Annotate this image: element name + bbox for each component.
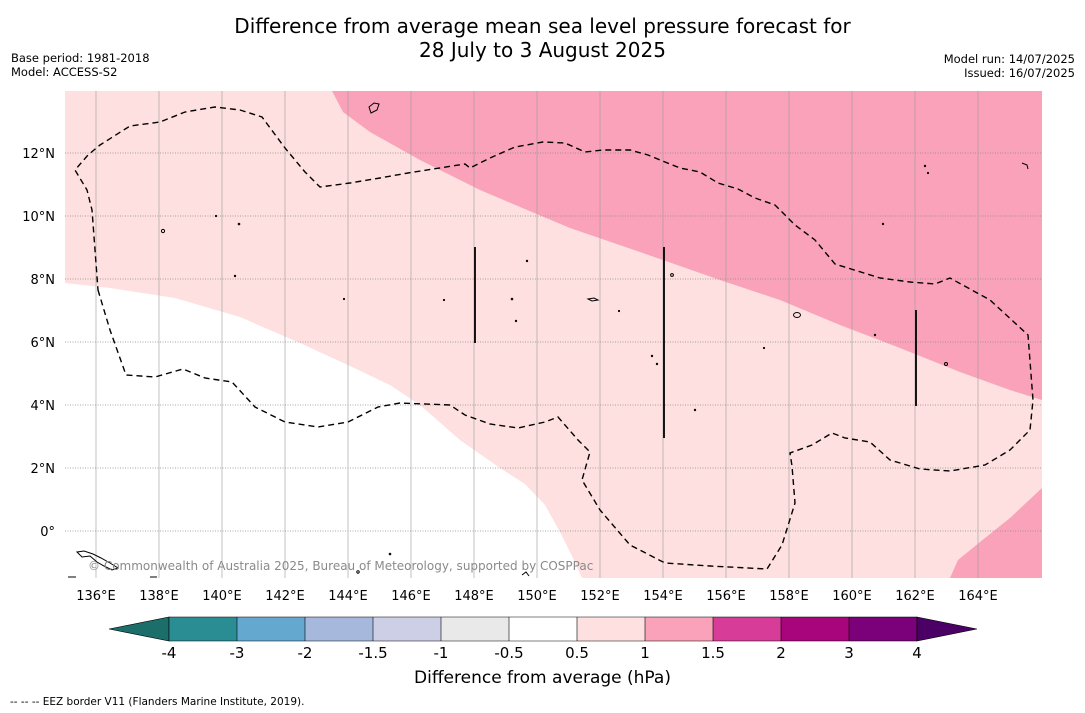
lat-label: 0°: [40, 525, 55, 540]
lon-label: 146°E: [391, 589, 431, 604]
colorbar-segment: [781, 617, 849, 641]
colorbar-extend-low: [108, 616, 170, 642]
colorbar-segment: [849, 617, 917, 641]
title-line-1: Difference from average mean sea level p…: [234, 14, 851, 38]
colorbar-dividers: [168, 616, 918, 642]
colorbar-tick: -1: [434, 644, 449, 662]
colorbar-segment: [169, 617, 237, 641]
copyright-text: © Commonwealth of Australia 2025, Bureau…: [88, 559, 593, 573]
anomaly-fill-neutral: [65, 283, 582, 578]
lon-label: 136°E: [76, 589, 116, 604]
meta-right: Model run: 14/07/2025 Issued: 16/07/2025: [944, 52, 1075, 80]
colorbar-tick: -4: [162, 644, 177, 662]
colorbar-tick: 2: [776, 644, 786, 662]
colorbar-tick: -2: [298, 644, 313, 662]
longitude-gridlines: [95, 91, 979, 578]
colorbar-tick: 4: [912, 644, 922, 662]
colorbar-tick: 1: [640, 644, 650, 662]
lat-label: 4°N: [31, 399, 56, 414]
lon-label: 138°E: [139, 589, 179, 604]
lon-label: 154°E: [643, 589, 683, 604]
colorbar-extend-high: [916, 616, 978, 642]
colorbar-tick: 0.5: [565, 644, 589, 662]
lon-label: 150°E: [517, 589, 557, 604]
lat-label: 8°N: [31, 273, 56, 288]
colorbar-segment: [645, 617, 713, 641]
footer-note: -- -- -- EEZ border V11 (Flanders Marine…: [10, 696, 305, 708]
lat-label: 12°N: [22, 147, 55, 162]
issued-date: Issued: 16/07/2025: [964, 66, 1075, 80]
colorbar-segment: [577, 617, 645, 641]
model-name: Model: ACCESS-S2: [11, 65, 118, 79]
lon-label: 158°E: [769, 589, 809, 604]
lon-label: 164°E: [958, 589, 998, 604]
islands: [68, 102, 1029, 578]
lon-label: 148°E: [454, 589, 494, 604]
colorbar-tick: 3: [844, 644, 854, 662]
colorbar: -4 -3 -2 -1.5 -1 -0.5 0.5 1 1.5 2 3 4: [108, 616, 978, 662]
lat-label: 2°N: [31, 462, 56, 477]
lon-label: 156°E: [706, 589, 746, 604]
colorbar-segment: [305, 617, 373, 641]
colorbar-tick: -0.5: [494, 644, 523, 662]
colorbar-segment: [373, 617, 441, 641]
colorbar-tick: -1.5: [358, 644, 387, 662]
longitude-labels: 136°E 138°E 140°E 142°E 144°E 146°E 148°…: [76, 589, 998, 604]
lon-label: 142°E: [265, 589, 305, 604]
lat-label: 6°N: [31, 336, 56, 351]
lon-label: 152°E: [580, 589, 620, 604]
eez-border: [74, 106, 1034, 570]
colorbar-label: Difference from average (hPa): [414, 668, 671, 688]
colorbar-segment: [713, 617, 781, 641]
colorbar-segment: [509, 617, 577, 641]
map-plot-area: © Commonwealth of Australia 2025, Bureau…: [65, 91, 1042, 578]
model-run: Model run: 14/07/2025: [943, 52, 1075, 66]
colorbar-tick: 1.5: [701, 644, 725, 662]
colorbar-tick: -3: [230, 644, 245, 662]
colorbar-tick-labels: -4 -3 -2 -1.5 -1 -0.5 0.5 1 1.5 2 3 4: [162, 644, 922, 662]
base-period: Base period: 1981-2018: [11, 51, 150, 65]
lon-label: 140°E: [202, 589, 242, 604]
anomaly-fill-1-1.5-north: [332, 91, 1042, 400]
colorbar-segment: [237, 617, 305, 641]
lon-label: 160°E: [832, 589, 872, 604]
anomaly-fill-1-1.5-south: [950, 488, 1042, 578]
lon-label: 162°E: [895, 589, 935, 604]
latitude-gridlines: [65, 152, 1042, 532]
latitude-labels: 12°N 10°N 8°N 6°N 4°N 2°N 0°: [22, 147, 55, 540]
map-title: Difference from average mean sea level p…: [0, 14, 1085, 62]
colorbar-segment: [441, 617, 509, 641]
title-line-2: 28 July to 3 August 2025: [419, 38, 666, 62]
lon-label: 144°E: [328, 589, 368, 604]
lat-label: 10°N: [22, 210, 55, 225]
meta-left: Base period: 1981-2018 Model: ACCESS-S2: [11, 51, 150, 79]
